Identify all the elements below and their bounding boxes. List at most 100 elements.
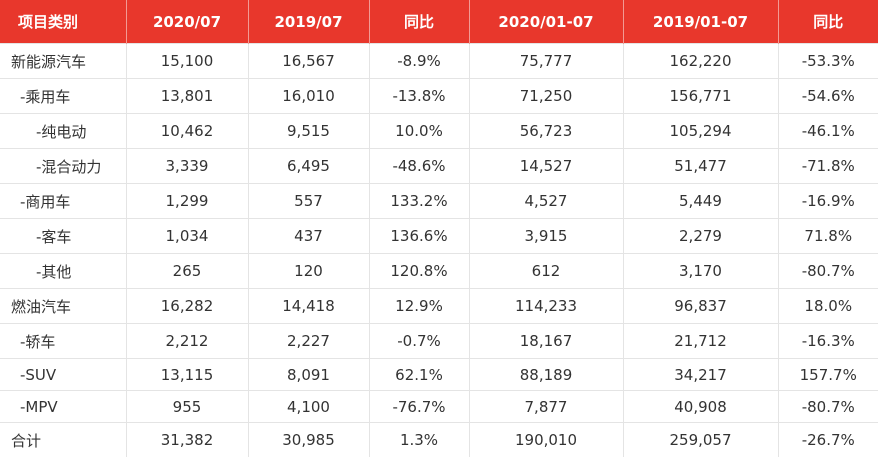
cell-month-yoy: -48.6% — [368, 148, 470, 184]
row-label: -乘用车 — [0, 78, 127, 114]
row-label: -SUV — [0, 358, 127, 391]
row-label: 合计 — [0, 422, 127, 457]
cell-ytd-yoy: -54.6% — [777, 78, 878, 114]
cell-month-2019: 9,515 — [247, 113, 370, 149]
cell-ytd-yoy: -26.7% — [777, 422, 878, 457]
cell-month-2020: 2,212 — [125, 323, 249, 359]
row-label: -纯电动 — [0, 113, 127, 149]
cell-ytd-2020: 18,167 — [468, 323, 624, 359]
cell-month-2020: 265 — [125, 253, 249, 289]
cell-ytd-yoy: 71.8% — [777, 218, 878, 254]
row-label: 新能源汽车 — [0, 43, 127, 79]
cell-month-yoy: 12.9% — [368, 288, 470, 324]
cell-month-2019: 557 — [247, 183, 370, 219]
cell-month-2019: 16,567 — [247, 43, 370, 79]
cell-month-2020: 31,382 — [125, 422, 249, 457]
cell-ytd-2019: 105,294 — [622, 113, 779, 149]
cell-ytd-yoy: 18.0% — [777, 288, 878, 324]
cell-month-yoy: 120.8% — [368, 253, 470, 289]
cell-month-yoy: 1.3% — [368, 422, 470, 457]
header-ytd-2020: 2020/01-07 — [469, 0, 624, 44]
cell-ytd-2019: 51,477 — [622, 148, 779, 184]
cell-ytd-yoy: -53.3% — [777, 43, 878, 79]
cell-month-yoy: 10.0% — [368, 113, 470, 149]
row-label: 燃油汽车 — [0, 288, 127, 324]
cell-ytd-2019: 156,771 — [622, 78, 779, 114]
row-label: -MPV — [0, 390, 127, 423]
header-category: 项目类别 — [0, 0, 127, 44]
row-label: -混合动力 — [0, 148, 127, 184]
cell-ytd-2020: 612 — [468, 253, 624, 289]
cell-ytd-2019: 162,220 — [622, 43, 779, 79]
table-row: 新能源汽车 15,100 16,567 -8.9% 75,777 162,220… — [0, 43, 878, 79]
cell-ytd-yoy: -46.1% — [777, 113, 878, 149]
cell-month-2019: 16,010 — [247, 78, 370, 114]
table-row: -混合动力 3,339 6,495 -48.6% 14,527 51,477 -… — [0, 148, 878, 184]
table-row: -商用车 1,299 557 133.2% 4,527 5,449 -16.9% — [0, 183, 878, 219]
cell-ytd-2020: 114,233 — [468, 288, 624, 324]
cell-month-yoy: 62.1% — [368, 358, 470, 391]
cell-ytd-2020: 14,527 — [468, 148, 624, 184]
table-row: 合计 31,382 30,985 1.3% 190,010 259,057 -2… — [0, 422, 878, 457]
cell-month-2020: 1,034 — [125, 218, 249, 254]
cell-ytd-2020: 56,723 — [468, 113, 624, 149]
table-row: -乘用车 13,801 16,010 -13.8% 71,250 156,771… — [0, 78, 878, 114]
cell-month-2019: 6,495 — [247, 148, 370, 184]
table-header: 项目类别 2020/07 2019/07 同比 2020/01-07 2019/… — [0, 0, 878, 44]
table-row: -其他 265 120 120.8% 612 3,170 -80.7% — [0, 253, 878, 289]
cell-ytd-yoy: 157.7% — [777, 358, 878, 391]
cell-ytd-2020: 4,527 — [468, 183, 624, 219]
cell-month-2020: 955 — [125, 390, 249, 423]
cell-ytd-yoy: -80.7% — [777, 253, 878, 289]
cell-month-2019: 8,091 — [247, 358, 370, 391]
cell-month-2020: 15,100 — [125, 43, 249, 79]
header-month-yoy: 同比 — [369, 0, 470, 44]
cell-ytd-2019: 96,837 — [622, 288, 779, 324]
cell-ytd-yoy: -16.9% — [777, 183, 878, 219]
table-row: 燃油汽车 16,282 14,418 12.9% 114,233 96,837 … — [0, 288, 878, 324]
cell-month-yoy: 133.2% — [368, 183, 470, 219]
cell-month-2020: 13,115 — [125, 358, 249, 391]
cell-ytd-2020: 190,010 — [468, 422, 624, 457]
table-row: -轿车 2,212 2,227 -0.7% 18,167 21,712 -16.… — [0, 323, 878, 359]
header-month-2019: 2019/07 — [248, 0, 370, 44]
cell-month-yoy: 136.6% — [368, 218, 470, 254]
cell-month-2020: 16,282 — [125, 288, 249, 324]
cell-ytd-2019: 34,217 — [622, 358, 779, 391]
cell-ytd-2019: 21,712 — [622, 323, 779, 359]
cell-month-yoy: -76.7% — [368, 390, 470, 423]
cell-month-2019: 2,227 — [247, 323, 370, 359]
cell-ytd-2020: 7,877 — [468, 390, 624, 423]
cell-ytd-2019: 40,908 — [622, 390, 779, 423]
cell-ytd-yoy: -16.3% — [777, 323, 878, 359]
cell-ytd-2019: 5,449 — [622, 183, 779, 219]
row-label: -客车 — [0, 218, 127, 254]
row-label: -其他 — [0, 253, 127, 289]
cell-ytd-yoy: -71.8% — [777, 148, 878, 184]
header-month-2020: 2020/07 — [126, 0, 249, 44]
table-row: -SUV 13,115 8,091 62.1% 88,189 34,217 15… — [0, 358, 878, 391]
cell-month-2019: 437 — [247, 218, 370, 254]
table-row: -客车 1,034 437 136.6% 3,915 2,279 71.8% — [0, 218, 878, 254]
cell-month-yoy: -8.9% — [368, 43, 470, 79]
table-body: 新能源汽车 15,100 16,567 -8.9% 75,777 162,220… — [0, 43, 878, 457]
cell-month-2020: 10,462 — [125, 113, 249, 149]
cell-ytd-2019: 259,057 — [622, 422, 779, 457]
header-ytd-2019: 2019/01-07 — [623, 0, 779, 44]
row-label: -轿车 — [0, 323, 127, 359]
cell-month-yoy: -13.8% — [368, 78, 470, 114]
cell-month-2019: 4,100 — [247, 390, 370, 423]
cell-month-2020: 13,801 — [125, 78, 249, 114]
table-row: -纯电动 10,462 9,515 10.0% 56,723 105,294 -… — [0, 113, 878, 149]
cell-ytd-2020: 88,189 — [468, 358, 624, 391]
cell-month-2019: 120 — [247, 253, 370, 289]
cell-ytd-2020: 71,250 — [468, 78, 624, 114]
cell-month-2019: 30,985 — [247, 422, 370, 457]
table-row: -MPV 955 4,100 -76.7% 7,877 40,908 -80.7… — [0, 390, 878, 423]
row-label: -商用车 — [0, 183, 127, 219]
header-ytd-yoy: 同比 — [778, 0, 878, 44]
cell-month-2020: 1,299 — [125, 183, 249, 219]
cell-ytd-2019: 2,279 — [622, 218, 779, 254]
cell-ytd-2019: 3,170 — [622, 253, 779, 289]
